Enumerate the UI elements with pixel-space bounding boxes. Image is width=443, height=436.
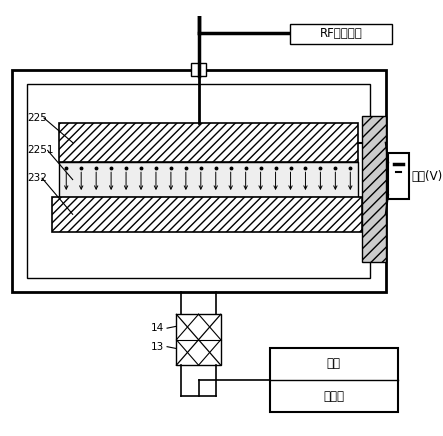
Text: 232: 232 — [27, 173, 47, 183]
Bar — [362, 116, 385, 262]
Text: 14: 14 — [151, 323, 163, 333]
Bar — [290, 24, 392, 44]
Text: RF电源馈入: RF电源馈入 — [320, 27, 362, 40]
Text: 罗茨泵: 罗茨泵 — [323, 390, 344, 403]
Text: 偏压(V): 偏压(V) — [412, 170, 443, 183]
Bar — [59, 123, 358, 163]
Bar — [12, 70, 385, 292]
Bar — [270, 347, 397, 412]
Text: 2251: 2251 — [27, 146, 54, 155]
Bar — [59, 163, 358, 197]
Bar — [191, 63, 206, 76]
Text: 225: 225 — [27, 113, 47, 123]
Bar — [52, 197, 362, 232]
Bar — [176, 314, 221, 365]
Text: 干泵: 干泵 — [326, 357, 341, 370]
Bar — [27, 84, 370, 278]
Text: 13: 13 — [151, 342, 163, 352]
Bar — [389, 153, 409, 200]
